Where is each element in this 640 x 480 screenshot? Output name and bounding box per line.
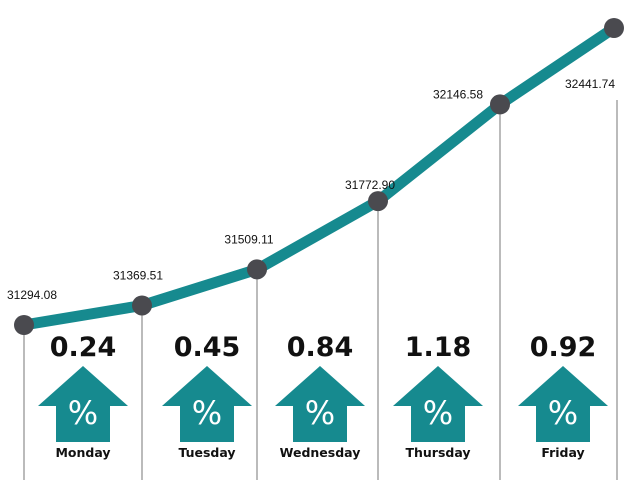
data-point — [132, 295, 152, 316]
day-label-friday: Friday — [541, 445, 585, 460]
data-point — [368, 191, 388, 212]
point-labels: 31294.08 31369.51 31509.11 31772.90 32146.58… — [7, 77, 615, 302]
drop-lines — [23, 100, 618, 480]
up-arrow-icon: % — [38, 366, 128, 442]
up-arrow-icon: % — [275, 366, 365, 442]
change-value-friday: 0.92 — [529, 332, 597, 363]
up-arrow-icon: % — [518, 366, 608, 442]
data-point — [604, 18, 624, 38]
point-label: 31509.11 — [224, 232, 273, 246]
change-value-monday: 0.24 — [49, 332, 117, 363]
change-column-thursday: 1.18 % Thursday — [383, 330, 493, 460]
point-label: 31294.08 — [7, 288, 57, 302]
series-line — [18, 22, 620, 331]
change-value-tuesday: 0.45 — [173, 332, 241, 363]
day-label-wednesday: Wednesday — [279, 445, 361, 460]
change-value-thursday: 1.18 — [404, 332, 472, 363]
change-column-wednesday: 0.84 % Wednesday — [265, 330, 375, 460]
percent-sign: % — [192, 394, 222, 432]
percent-sign: % — [305, 394, 335, 432]
point-label: 31772.90 — [345, 178, 395, 192]
change-column-friday: 0.92 % Friday — [508, 330, 618, 460]
day-label-thursday: Thursday — [405, 445, 471, 460]
change-value-wednesday: 0.84 — [286, 332, 354, 363]
up-arrow-icon: % — [393, 366, 483, 442]
percent-sign: % — [423, 394, 453, 432]
day-label-monday: Monday — [55, 445, 111, 460]
change-column-monday: 0.24 % Monday — [28, 330, 138, 460]
change-column-tuesday: 0.45 % Tuesday — [152, 330, 262, 460]
data-point — [247, 259, 267, 280]
point-label: 31369.51 — [113, 268, 163, 282]
point-label: 32146.58 — [433, 87, 483, 101]
data-point — [14, 315, 34, 335]
percent-sign: % — [68, 394, 98, 432]
data-point — [490, 94, 510, 115]
point-label: 32441.74 — [565, 77, 615, 91]
data-markers — [14, 18, 624, 335]
percent-sign: % — [548, 394, 578, 432]
day-label-tuesday: Tuesday — [178, 445, 236, 460]
up-arrow-icon: % — [162, 366, 252, 442]
